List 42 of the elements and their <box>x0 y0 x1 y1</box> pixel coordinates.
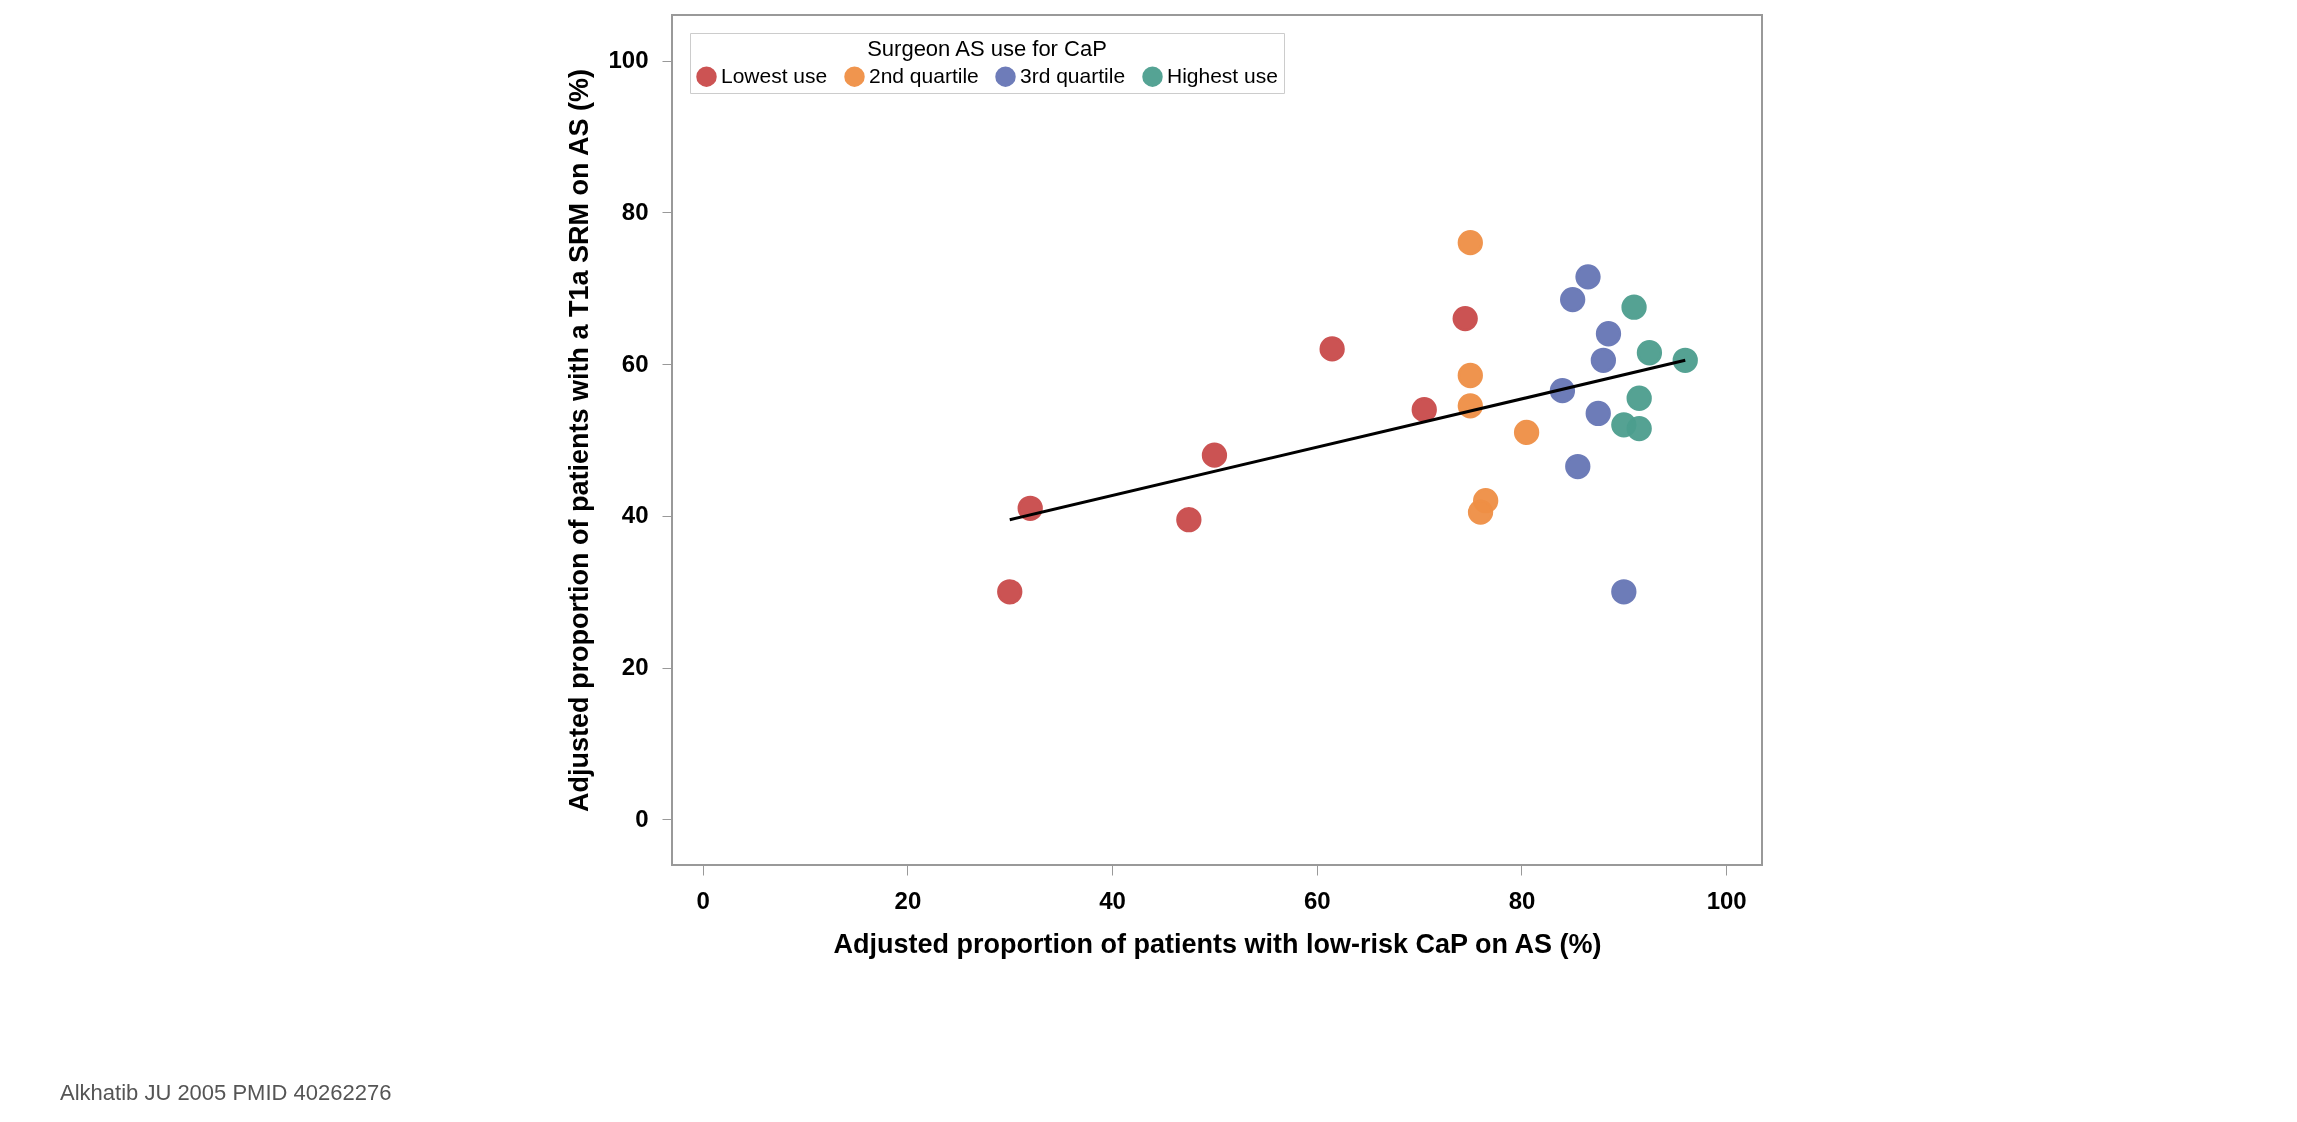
point <box>1595 321 1622 347</box>
point <box>1565 453 1591 480</box>
point <box>1457 362 1483 389</box>
point <box>1626 415 1652 442</box>
point <box>1621 294 1647 320</box>
point <box>1176 507 1202 533</box>
y-tick-label: 80 <box>621 197 649 225</box>
point <box>1590 347 1617 373</box>
point <box>1611 579 1637 605</box>
x-tick-label: 60 <box>1303 886 1331 914</box>
text: Alkhatib JU 2005 PMID 40262276 <box>60 1080 392 1106</box>
y-tick-label: 60 <box>621 349 649 377</box>
x-axis-title: Adjusted proportion of patients with low-risk CaP on AS (%) <box>833 928 1602 959</box>
point <box>1452 305 1478 332</box>
y-tick-label: 20 <box>621 653 649 681</box>
legend-title: Surgeon AS use for CaP <box>867 36 1107 61</box>
point <box>1319 336 1345 362</box>
point <box>1467 499 1494 525</box>
point <box>1201 442 1228 468</box>
y-tick-label: 100 <box>608 46 649 74</box>
point <box>1560 286 1586 313</box>
y-tick-label: 0 <box>635 804 649 832</box>
point <box>1411 397 1437 423</box>
point <box>1457 230 1483 256</box>
legend-label: 2nd quartile <box>869 63 979 87</box>
y-tick-label: 40 <box>621 501 649 529</box>
legend-label: Lowest use <box>721 63 828 87</box>
point <box>1626 385 1652 411</box>
point <box>1585 400 1611 427</box>
x-tick-label: 0 <box>696 886 710 914</box>
x-tick-label: 40 <box>1099 886 1126 914</box>
point <box>1513 419 1540 446</box>
x-tick-label: 20 <box>894 886 922 914</box>
legend-label: 3rd quartile <box>1020 63 1126 87</box>
y-axis-title: Adjusted proportion of patients with a T1a SRM on AS (%) <box>564 69 595 812</box>
legend-label: Highest use <box>1167 63 1278 87</box>
point <box>1672 347 1698 373</box>
x-tick-label: 80 <box>1508 886 1536 914</box>
point <box>1575 264 1601 290</box>
point <box>997 579 1023 605</box>
x-tick-label: 100 <box>1706 886 1747 914</box>
point <box>1636 340 1663 366</box>
